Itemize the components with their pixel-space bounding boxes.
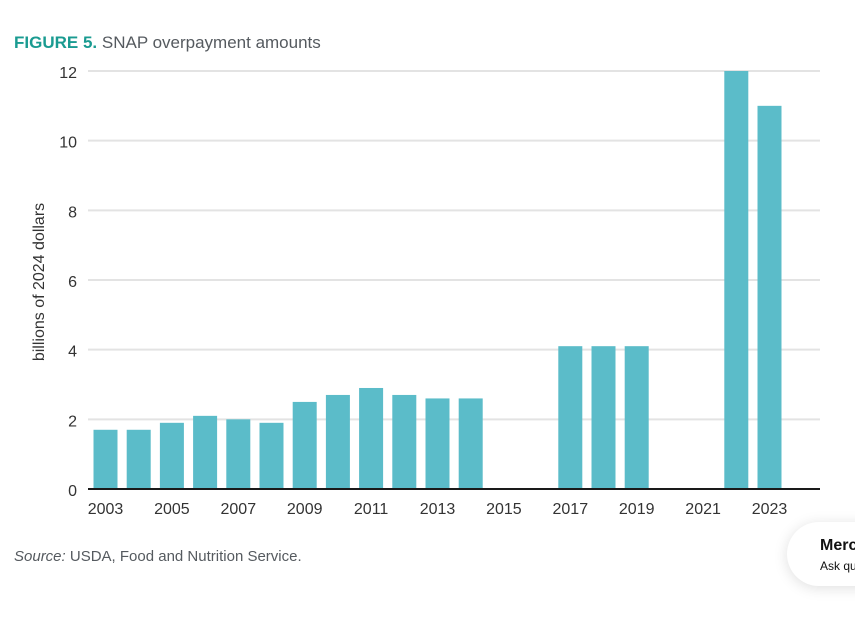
y-tick-label: 0	[68, 483, 77, 500]
bar-2014	[458, 398, 483, 489]
y-axis-label: billions of 2024 dollars	[31, 203, 48, 361]
y-tick-label: 12	[59, 65, 77, 82]
chat-widget-subtitle: Ask qu	[820, 559, 855, 573]
source-note: Source: USDA, Food and Nutrition Service…	[14, 548, 302, 565]
x-tick-label: 2017	[553, 501, 589, 518]
bar-2017	[558, 346, 583, 489]
chart-title: FIGURE 5. SNAP overpayment amounts	[14, 33, 321, 53]
source-label: Source:	[14, 548, 66, 565]
bar-2009	[292, 401, 317, 489]
bar-2004	[126, 429, 151, 489]
x-tick-label: 2009	[287, 501, 323, 518]
chat-widget-title: Merc	[820, 537, 855, 554]
bar-2019	[624, 346, 649, 489]
figure-label: FIGURE 5.	[14, 33, 98, 52]
bar-2011	[359, 387, 384, 489]
bar-2008	[259, 422, 284, 489]
bar-2022	[724, 71, 749, 489]
x-tick-label: 2013	[420, 501, 456, 518]
bar-2005	[159, 422, 184, 489]
y-tick-label: 6	[68, 274, 77, 291]
bar-2023	[757, 105, 782, 489]
x-tick-label: 2015	[486, 501, 522, 518]
x-tick-label: 2007	[221, 501, 257, 518]
y-tick-label: 4	[68, 344, 77, 361]
figure-title: SNAP overpayment amounts	[101, 33, 321, 52]
source-text: USDA, Food and Nutrition Service.	[65, 548, 302, 565]
x-tick-label: 2011	[354, 501, 389, 518]
bar-chart: 0 2 4 6 8 10 12 2003 2005 2007 2009 2011 2013 2015 201…	[31, 65, 820, 518]
y-tick-label: 8	[68, 204, 77, 221]
bar-2013	[425, 398, 450, 489]
x-tick-label: 2019	[619, 501, 655, 518]
bar-2006	[193, 415, 218, 489]
x-tick-label: 2005	[154, 501, 190, 518]
chat-widget[interactable]: Merc Ask qu	[787, 522, 855, 586]
y-tick-label: 2	[68, 413, 77, 430]
x-tick-label: 2021	[685, 501, 721, 518]
x-tick-label: 2023	[752, 501, 788, 518]
bar-2007	[226, 419, 251, 489]
bar-2018	[591, 346, 616, 489]
x-tick-label: 2003	[88, 501, 124, 518]
y-tick-label: 10	[59, 135, 77, 152]
bar-2003	[93, 429, 118, 489]
bar-2012	[392, 394, 417, 489]
bar-2010	[325, 394, 350, 489]
